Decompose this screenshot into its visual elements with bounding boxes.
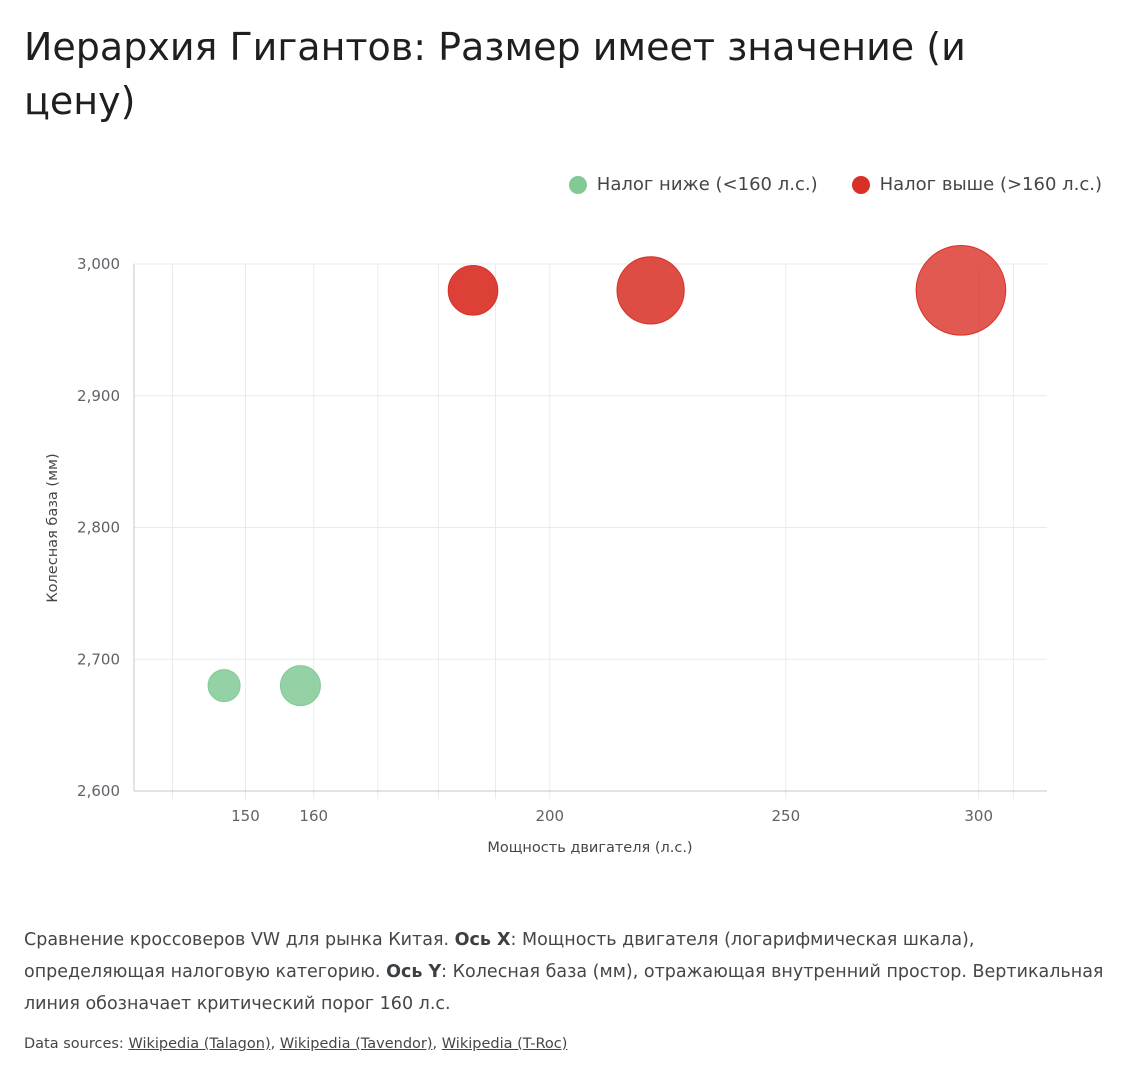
sources-prefix: Data sources: xyxy=(24,1036,129,1052)
caption-text-1: Сравнение кроссоверов VW для рынка Китая… xyxy=(24,930,455,950)
x-axis-title: Мощность двигателя (л.с.) xyxy=(487,840,692,856)
y-tick-label: 2,700 xyxy=(77,650,120,668)
y-tick-label: 2,900 xyxy=(77,387,120,405)
y-tick-label: 2,600 xyxy=(77,782,120,800)
bubble-chart: 2,600 2,700 2,800 2,900 3,000 150 160 200 250 300… xyxy=(45,245,1047,856)
source-link-tavendor[interactable]: Wikipedia (Tavendor) xyxy=(279,1036,433,1052)
low-tax-bubble xyxy=(207,669,241,703)
high-tax-bubble xyxy=(447,265,499,316)
data-sources: Data sources: Wikipedia (Talagon), Wikip… xyxy=(24,1036,567,1052)
chart-caption: Сравнение кроссоверов VW для рынка Китая… xyxy=(24,924,1104,1020)
x-tick-label: 150 xyxy=(231,807,260,825)
sources-separator: , xyxy=(270,1036,280,1052)
x-tick-label: 200 xyxy=(535,807,564,825)
sources-separator: , xyxy=(432,1036,442,1052)
x-tick-label: 250 xyxy=(772,807,801,825)
x-tick-label: 300 xyxy=(964,807,993,825)
data-points xyxy=(207,245,1007,707)
axes: 2,600 2,700 2,800 2,900 3,000 150 160 200 250 300 xyxy=(77,255,1047,825)
caption-text-3: : Колесная база (мм), отражающая внутрен… xyxy=(24,962,1104,1014)
legend-item-low-tax[interactable]: Налог ниже (<160 л.с.) xyxy=(568,174,818,195)
grid xyxy=(134,263,1047,799)
source-link-talagon[interactable]: Wikipedia (Talagon) xyxy=(128,1036,271,1052)
caption-text-2: : Мощность двигателя (логарифмическая шк… xyxy=(24,930,975,982)
y-tick-label: 3,000 xyxy=(77,255,120,273)
legend-dot-high-tax xyxy=(851,175,870,194)
legend-dot-low-tax xyxy=(568,175,587,194)
y-axis-title: Колесная база (мм) xyxy=(45,453,61,602)
low-tax-bubble xyxy=(279,665,321,707)
chart-title: Иерархия Гигантов: Размер имеет значение… xyxy=(24,25,966,123)
high-tax-bubble xyxy=(616,256,685,325)
legend-item-high-tax[interactable]: Налог выше (>160 л.с.) xyxy=(851,174,1102,195)
y-tick-label: 2,800 xyxy=(77,519,120,537)
source-link-troc[interactable]: Wikipedia (T-Roc) xyxy=(441,1036,568,1052)
x-tick-label: 160 xyxy=(299,807,328,825)
legend-label-high-tax: Налог выше (>160 л.с.) xyxy=(879,174,1102,195)
legend: Налог ниже (<160 л.с.) Налог выше (>160 … xyxy=(568,174,1102,195)
caption-bold-x: Ось X xyxy=(454,930,511,950)
caption-bold-y: Ось Y xyxy=(386,962,442,982)
legend-label-low-tax: Налог ниже (<160 л.с.) xyxy=(596,174,818,195)
high-tax-bubble xyxy=(915,245,1007,336)
